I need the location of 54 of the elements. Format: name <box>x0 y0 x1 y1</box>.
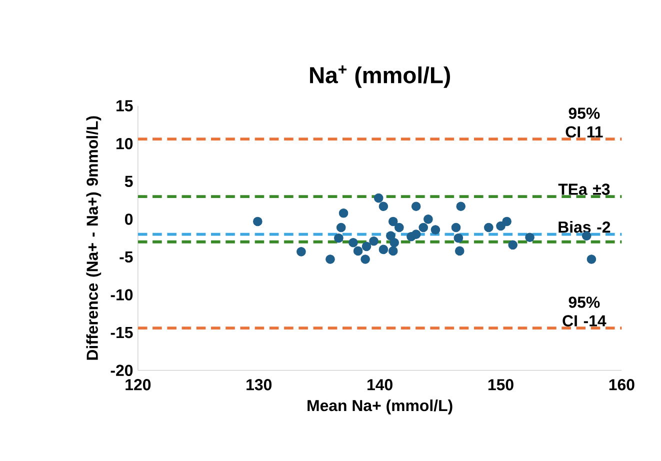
point <box>411 230 421 239</box>
point <box>360 254 370 264</box>
point <box>253 216 262 226</box>
point <box>378 244 388 254</box>
y-tick-label: 15 <box>116 100 133 112</box>
ref-line-label: TEa ±3 <box>558 184 610 195</box>
point <box>454 233 464 243</box>
x-axis-title: Mean Na+ (mmol/L) <box>308 399 452 414</box>
point <box>451 222 461 232</box>
y-tick-label: 5 <box>124 176 133 187</box>
point <box>336 222 346 232</box>
point <box>502 216 512 226</box>
point <box>326 254 335 264</box>
x-tick-label: 150 <box>488 379 514 390</box>
point <box>484 222 494 232</box>
point <box>348 238 358 248</box>
point <box>456 202 466 211</box>
point <box>388 246 398 256</box>
point <box>430 225 440 234</box>
y-tick-label: 0 <box>125 214 133 225</box>
y-tick-label: 10 <box>116 138 133 150</box>
point <box>418 222 428 232</box>
ref-line-label: Bias -2 <box>558 221 610 233</box>
point <box>338 208 348 218</box>
y-tick-label: -15 <box>110 327 133 338</box>
point <box>353 246 363 256</box>
point <box>424 214 433 224</box>
y-tick-label: -5 <box>120 251 133 263</box>
y-axis-title: Difference (Na+ - Na+) 9mmol/L) <box>86 116 102 360</box>
point <box>586 254 596 264</box>
point <box>369 236 378 246</box>
x-tick-label: 140 <box>368 379 392 390</box>
point <box>411 202 421 211</box>
point <box>525 232 534 242</box>
point <box>334 233 344 243</box>
y-tick-label: -10 <box>110 289 133 300</box>
point <box>386 231 396 240</box>
point <box>454 246 464 256</box>
ref-line-label: 95% CI -14 <box>562 296 606 326</box>
point <box>394 222 404 232</box>
y-tick-label: -20 <box>110 364 133 376</box>
point <box>508 240 518 250</box>
x-tick-label: 120 <box>126 379 151 390</box>
x-tick-label: 160 <box>609 379 634 390</box>
point <box>496 221 506 231</box>
point <box>378 202 388 211</box>
ref-line-label: 95% CI 11 <box>566 108 603 138</box>
point <box>388 216 398 226</box>
point <box>390 238 399 248</box>
point <box>374 193 384 203</box>
chart-title: Na$^{+}$ (mmol/L) <box>310 65 450 88</box>
point <box>362 242 372 252</box>
x-tick-label: 130 <box>246 379 272 390</box>
point <box>296 247 306 256</box>
